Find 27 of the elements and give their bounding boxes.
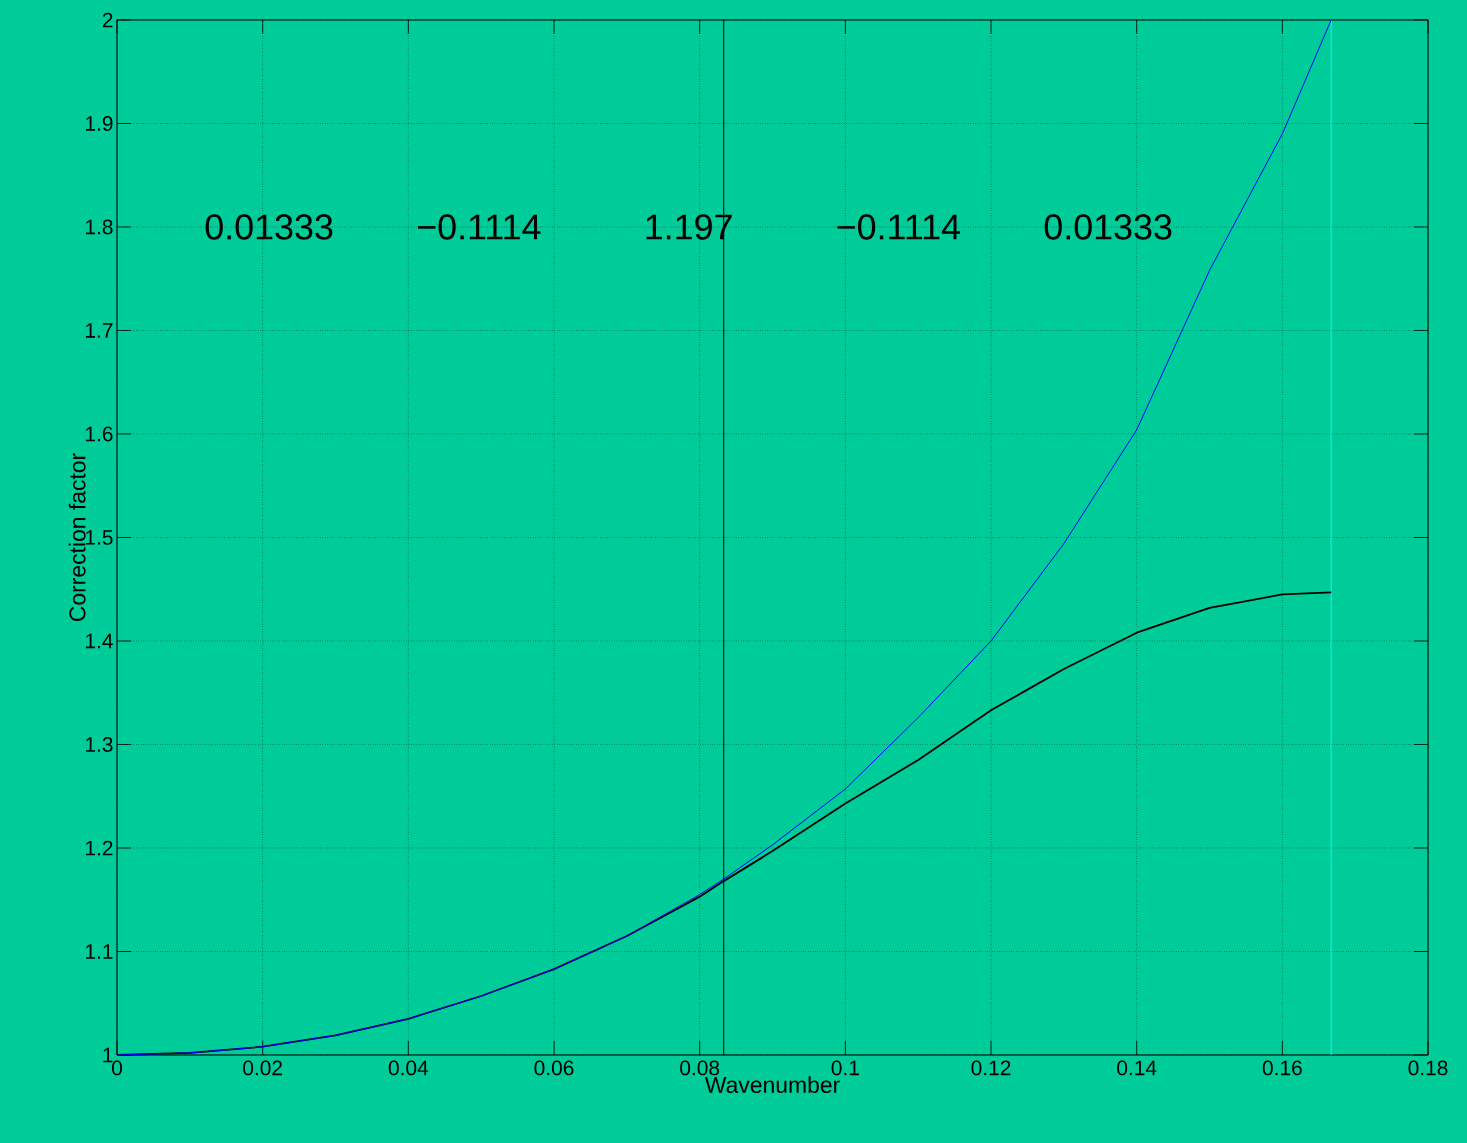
y-tick-label: 1.4 <box>86 633 113 649</box>
y-tick-label: 1.7 <box>86 323 113 338</box>
y-tick-label: 1.8 <box>86 219 113 235</box>
annotation: −0.1114 <box>837 214 960 240</box>
x-tick-label: 0 <box>112 1060 122 1076</box>
x-tick-label: 0.18 <box>1408 1060 1448 1076</box>
y-tick-label: 1.5 <box>86 530 113 545</box>
x-tick-label: 0.12 <box>971 1060 1011 1076</box>
x-tick-label: 0.1 <box>831 1060 859 1076</box>
y-axis-title: Correction factor <box>68 453 86 622</box>
x-tick-label: 0.16 <box>1262 1060 1302 1076</box>
annotation: 0.01333 <box>205 214 333 240</box>
x-axis-title: Wavenumber <box>704 1076 840 1093</box>
x-tick-label: 0.14 <box>1117 1060 1157 1076</box>
y-tick-label: 1.6 <box>86 426 113 442</box>
x-tick-label: 0.06 <box>534 1060 574 1076</box>
x-tick-label: 0.04 <box>388 1060 429 1076</box>
y-tick-label: 1 <box>103 1047 113 1063</box>
x-tick-label: 0.02 <box>243 1060 282 1076</box>
y-tick-label: 2 <box>102 12 113 28</box>
y-tick-label: 1.1 <box>86 944 113 959</box>
x-tick-label: 0.08 <box>680 1060 720 1076</box>
annotation: −0.1114 <box>417 214 541 240</box>
y-tick-label: 1.2 <box>86 840 113 856</box>
y-tick-label: 1.3 <box>86 737 113 752</box>
y-tick-label: 1.9 <box>86 116 113 131</box>
annotation: 0.01333 <box>1044 214 1172 240</box>
